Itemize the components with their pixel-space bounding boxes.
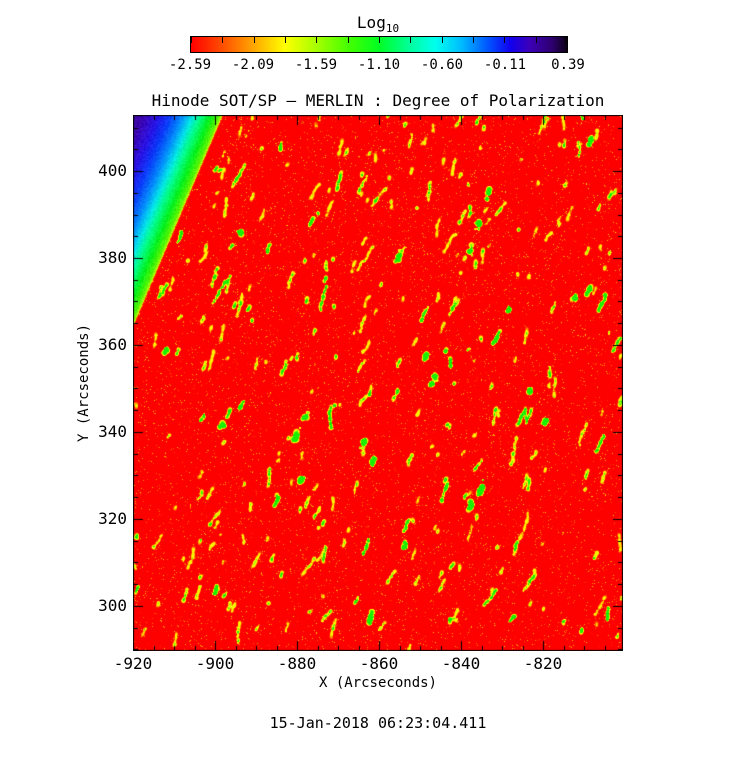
x-tick-label: -860 (359, 654, 399, 673)
colorbar-tick (379, 37, 380, 43)
timestamp: 15-Jan-2018 06:23:04.411 (269, 714, 487, 732)
colorbar-tick-label: -0.60 (420, 57, 464, 73)
colorbar-tick (536, 37, 537, 43)
y-tick-label: 340 (98, 421, 127, 441)
colorbar-tick (442, 37, 443, 43)
colorbar-tick (565, 37, 566, 43)
x-tick-label: -840 (441, 654, 481, 673)
x-tick-label: -880 (277, 654, 317, 673)
colorbar-title-base: Log (356, 13, 386, 32)
colorbar-gradient (190, 36, 568, 53)
plot-title: Hinode SOT/SP — MERLIN : Degree of Polar… (151, 91, 605, 110)
y-tick-label: 320 (98, 508, 127, 528)
colorbar-tick-label: 0.39 (551, 57, 585, 73)
heatmap-canvas (133, 115, 623, 651)
x-tick-label: -920 (113, 654, 153, 673)
x-tick-label: -900 (195, 654, 235, 673)
colorbar-tick (222, 37, 223, 43)
colorbar-tick-label: -2.09 (231, 57, 275, 73)
colorbar-tick-label: -2.59 (168, 57, 212, 73)
colorbar-tick (410, 37, 411, 43)
x-tick-label: -820 (523, 654, 563, 673)
colorbar-tick (285, 37, 286, 43)
colorbar-tick (348, 37, 349, 43)
x-axis-label: X (Arcseconds) (318, 675, 437, 691)
colorbar-tick (254, 37, 255, 43)
y-tick-label: 300 (98, 595, 127, 615)
y-axis-label: Y (Arcseconds) (76, 323, 92, 443)
colorbar-title: Log10 (0, 13, 756, 35)
y-tick-label: 380 (98, 248, 127, 268)
colorbar-tick-label: -0.11 (483, 57, 527, 73)
colorbar-tick (316, 37, 317, 43)
colorbar-title-subscript: 10 (385, 22, 400, 36)
colorbar-tick (191, 37, 192, 43)
colorbar-tick (473, 37, 474, 43)
colorbar-tick-label: -1.59 (294, 57, 338, 73)
y-tick-label: 400 (98, 161, 127, 181)
colorbar-tick-label: -1.10 (357, 57, 401, 73)
colorbar-tick (504, 37, 505, 43)
y-tick-label: 360 (98, 334, 127, 354)
